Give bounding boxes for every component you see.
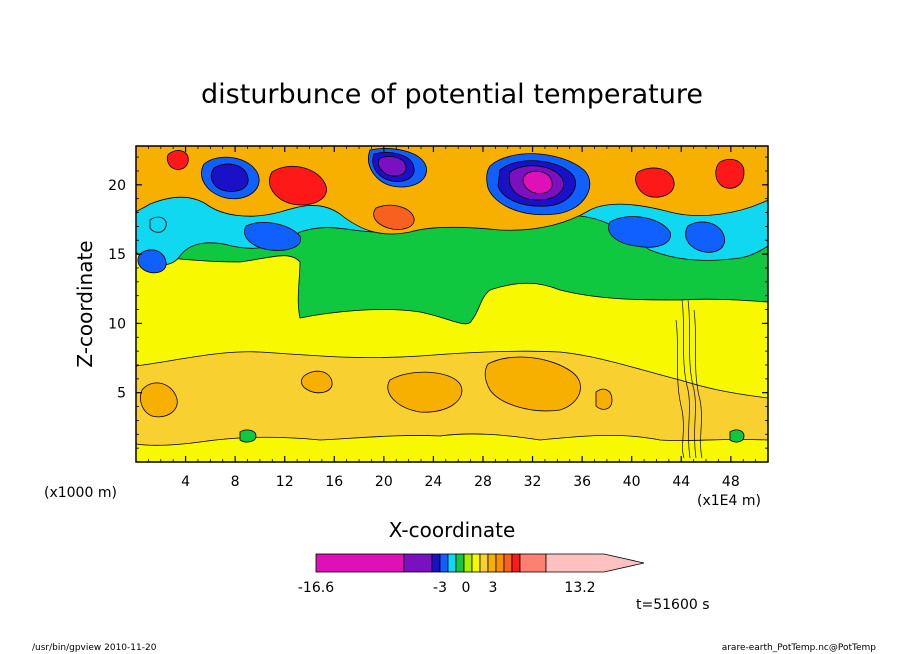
colorbar-segment: [495, 553, 505, 573]
colorbar-segment: [439, 553, 449, 573]
y-axis: 5 10 15 20: [108, 156, 768, 449]
colorbar-segment: [463, 553, 473, 573]
contour-region-cool-strong: [608, 216, 671, 248]
colorbar-segment: [511, 553, 521, 573]
x-units-right: (x1E4 m): [697, 493, 761, 509]
footer-left: /usr/bin/gpview 2010-11-20: [32, 643, 157, 653]
colorbar-segment: [545, 553, 645, 573]
colorbar-label: -3: [433, 580, 447, 596]
y-tick-label: 20: [108, 178, 126, 194]
contour-region-warm-cell: [387, 371, 463, 413]
y-tick-label: 15: [108, 247, 126, 263]
colorbar-segment: [479, 553, 489, 573]
contour-lines-turbulence: [675, 299, 703, 459]
x-tick-label: 12: [276, 474, 294, 490]
x-tick-label: 28: [474, 474, 492, 490]
contour-region-cool-upper: [149, 216, 167, 233]
contour-region-warm-cell: [300, 370, 333, 394]
colorbar-segment: [503, 553, 513, 573]
colorbar-segment: [471, 553, 481, 573]
plot-frame: [135, 145, 769, 463]
y-axis-label: Z-coordinate: [73, 240, 97, 367]
colorbar-label: -16.6: [298, 580, 334, 596]
x-tick-label: 24: [424, 474, 442, 490]
colorbar-segment: [403, 553, 433, 573]
contour-region-cool-extreme: [522, 170, 553, 194]
colorbar-segment: [447, 553, 457, 573]
colorbar-segment: [519, 553, 547, 573]
colorbar-label: 3: [489, 580, 498, 596]
colorbar-label: 0: [462, 580, 471, 596]
x-units-left: (x1000 m): [44, 485, 117, 501]
contour-region-warm-cell: [484, 356, 581, 412]
x-tick-label: 20: [375, 474, 393, 490]
contour-region-cool-strong: [137, 249, 167, 274]
x-tick-label: 32: [524, 474, 542, 490]
colorbar-labels: -16.6 -3 0 3 13.2: [298, 580, 596, 596]
contour-region-warm-strong: [715, 158, 745, 189]
x-tick-label: 8: [231, 474, 240, 490]
x-axis-label: X-coordinate: [389, 518, 516, 542]
contour-region-cool-strong: [685, 221, 726, 253]
contour-region-warm-cell: [595, 388, 613, 410]
time-label: t=51600 s: [636, 597, 710, 613]
contour-region-cool-purple: [378, 156, 407, 177]
colorbar: [315, 553, 645, 573]
x-tick-label: 16: [325, 474, 343, 490]
footer-right: arare-earth_PotTemp.nc@PotTemp: [722, 643, 877, 653]
y-tick-label: 10: [108, 316, 126, 332]
contour-field: [136, 146, 768, 462]
y-tick-label: 5: [117, 386, 126, 402]
chart-title: disturbunce of potential temperature: [201, 79, 703, 110]
contour-region-warm-strong: [373, 204, 415, 230]
x-tick-label: 48: [722, 474, 740, 490]
colorbar-segment: [431, 553, 441, 573]
colorbar-label: 13.2: [564, 580, 595, 596]
contour-region-cool-navy: [210, 163, 249, 192]
x-tick-label: 40: [623, 474, 641, 490]
contour-region-warm-strong: [166, 150, 189, 170]
x-tick-label: 36: [573, 474, 591, 490]
colorbar-segment: [487, 553, 497, 573]
contour-region-cool-mid: [729, 429, 745, 443]
x-tick-label: 4: [181, 474, 190, 490]
contour-region-cool-mid: [239, 429, 257, 443]
contour-region-warm-strong: [635, 167, 675, 198]
x-tick-label: 44: [672, 474, 690, 490]
colorbar-segment: [315, 553, 405, 573]
contour-region-cool-strong: [244, 222, 302, 251]
contour-region-warm-cell: [140, 382, 178, 418]
colorbar-segment: [455, 553, 465, 573]
x-axis: 4 8 12 16 20 24 28 32 36 40 44 48: [147, 146, 757, 490]
contour-region-warm-strong: [269, 165, 327, 206]
